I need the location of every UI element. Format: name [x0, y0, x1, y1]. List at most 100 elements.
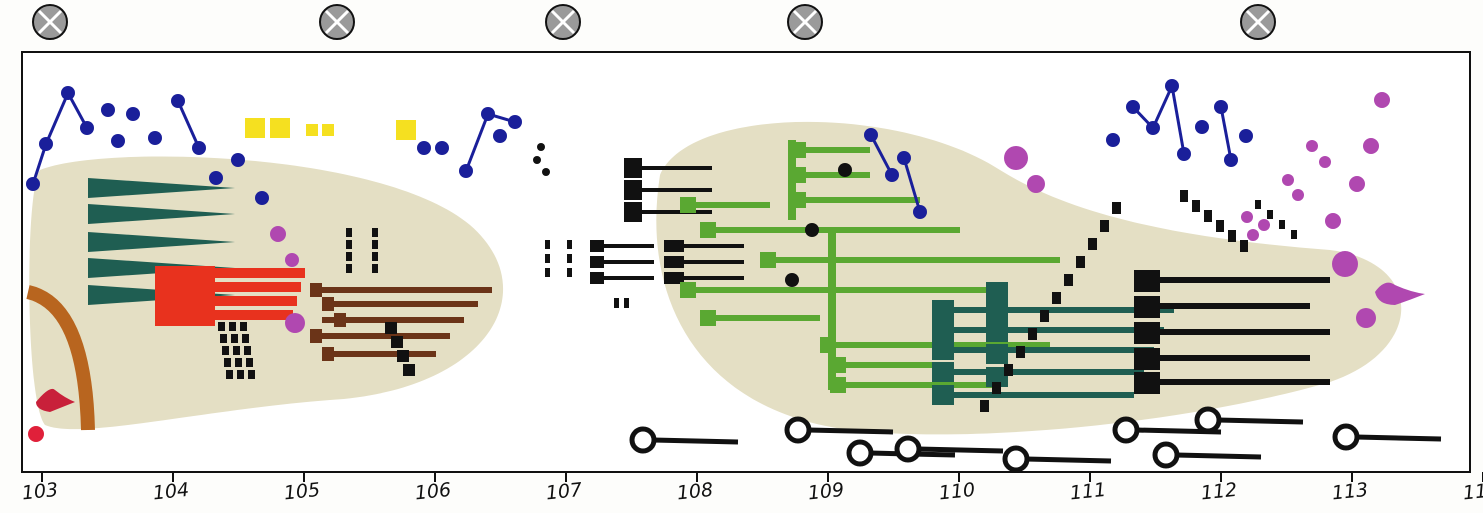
time-label: 109	[807, 479, 845, 505]
bar	[806, 147, 870, 153]
dot	[1349, 176, 1365, 192]
ring	[1332, 423, 1360, 451]
ring	[846, 439, 874, 467]
bar	[806, 172, 870, 178]
stub	[590, 256, 604, 268]
stem	[788, 140, 796, 220]
bar	[215, 310, 293, 320]
tail	[1175, 452, 1262, 460]
bar	[1160, 329, 1330, 335]
square	[1240, 240, 1248, 252]
tail	[1217, 417, 1304, 425]
dot	[80, 121, 94, 135]
stub	[932, 362, 954, 382]
link	[44, 92, 70, 145]
link	[1151, 85, 1174, 129]
stub	[700, 310, 716, 326]
square	[372, 228, 378, 237]
ring	[1002, 445, 1030, 473]
square	[346, 252, 352, 261]
dot	[1239, 129, 1253, 143]
stub	[310, 283, 322, 297]
bar	[684, 276, 744, 280]
bar	[642, 166, 712, 170]
ring	[1112, 416, 1140, 444]
dot	[1306, 140, 1318, 152]
square	[237, 370, 244, 379]
square	[222, 346, 229, 355]
dot	[1282, 174, 1294, 186]
stub	[986, 344, 1008, 364]
wedge	[88, 178, 235, 198]
bar	[696, 287, 990, 293]
square	[1180, 190, 1188, 202]
square	[270, 118, 290, 138]
curve-stroke	[26, 285, 95, 431]
square	[1052, 292, 1061, 304]
square	[1004, 364, 1013, 376]
bar	[1160, 277, 1330, 283]
square	[391, 336, 403, 348]
square	[346, 264, 352, 273]
bar	[684, 260, 744, 264]
dot	[864, 128, 878, 142]
square	[233, 346, 240, 355]
stem	[828, 230, 836, 390]
dot	[897, 151, 911, 165]
time-label: 113	[1331, 479, 1369, 505]
square	[567, 240, 572, 249]
dot	[1356, 308, 1376, 328]
square	[346, 240, 352, 249]
dot	[1165, 79, 1179, 93]
block	[155, 266, 215, 326]
dot	[101, 103, 115, 117]
stub	[680, 197, 696, 213]
link	[1170, 85, 1186, 155]
bar	[322, 333, 450, 339]
stub	[932, 300, 954, 320]
stub	[590, 272, 604, 284]
wedge	[88, 232, 235, 252]
square	[614, 298, 619, 308]
square	[403, 364, 415, 376]
dot	[493, 129, 507, 143]
bar	[716, 315, 820, 321]
stub	[590, 240, 604, 252]
square	[1064, 274, 1073, 286]
square	[245, 118, 265, 138]
dot	[1027, 175, 1045, 193]
link	[869, 134, 894, 176]
square	[1076, 256, 1085, 268]
bar	[322, 317, 464, 323]
dot	[1292, 189, 1304, 201]
time-label: 107	[545, 479, 583, 505]
dot	[1224, 153, 1238, 167]
cross-symbol	[37, 9, 63, 35]
dot	[1177, 147, 1191, 161]
bar	[604, 260, 654, 264]
dot	[1004, 146, 1028, 170]
time-label: 110	[938, 479, 976, 505]
dot	[192, 141, 206, 155]
stub	[932, 320, 954, 340]
square	[1204, 210, 1212, 222]
square	[396, 120, 416, 140]
square	[1279, 220, 1285, 229]
dot	[231, 153, 245, 167]
bar	[215, 296, 297, 306]
dot	[28, 426, 44, 442]
dot	[1332, 251, 1358, 277]
tail	[652, 437, 739, 445]
stub	[986, 282, 1008, 302]
dot	[1126, 100, 1140, 114]
square	[545, 268, 550, 277]
dot	[1325, 213, 1341, 229]
dot	[111, 134, 125, 148]
square	[1267, 210, 1273, 219]
dot	[885, 168, 899, 182]
stub	[1134, 270, 1160, 292]
dot	[285, 253, 299, 267]
time-label: 111	[1069, 479, 1107, 505]
time-label: 104	[152, 479, 190, 505]
